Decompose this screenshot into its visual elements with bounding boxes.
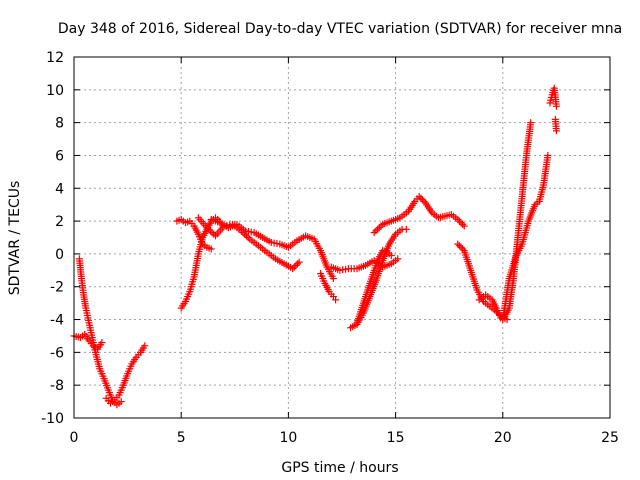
data-point-interp xyxy=(205,225,213,233)
y-tick-label: -2 xyxy=(50,280,64,296)
data-point xyxy=(117,398,125,406)
data-point-interp xyxy=(418,196,426,204)
data-point-interp xyxy=(455,217,463,225)
data-point-interp xyxy=(241,230,249,238)
x-tick-label: 25 xyxy=(601,430,619,446)
data-point xyxy=(552,127,560,135)
data-point xyxy=(387,252,395,260)
data-point xyxy=(454,240,462,248)
data-point xyxy=(332,296,340,304)
series-arc-5 xyxy=(177,214,224,312)
y-tick-label: 12 xyxy=(46,50,64,66)
series-arc-10 xyxy=(347,225,410,332)
data-point-interp xyxy=(372,227,380,235)
series-arc-16 xyxy=(546,84,560,110)
x-tick-label: 10 xyxy=(279,430,297,446)
y-tick-label: -8 xyxy=(50,378,64,394)
data-point-interp xyxy=(242,232,250,240)
data-point-interp xyxy=(208,229,216,237)
data-point xyxy=(394,255,402,263)
series-arc-3 xyxy=(102,342,149,407)
series-arc-9 xyxy=(327,255,402,274)
x-tick-label: 5 xyxy=(177,430,186,446)
data-point xyxy=(544,151,552,159)
y-tick-label: -10 xyxy=(41,411,64,427)
series-arc-17 xyxy=(551,115,560,135)
x-tick-label: 20 xyxy=(494,430,512,446)
y-tick-label: -4 xyxy=(50,313,64,329)
data-point-interp xyxy=(455,242,463,250)
data-point-interp xyxy=(417,194,425,202)
x-tick-label: 0 xyxy=(70,430,79,446)
data-point xyxy=(415,192,423,200)
y-tick-label: 8 xyxy=(55,116,64,132)
data-point xyxy=(454,215,462,223)
data-point-interp xyxy=(206,227,214,235)
x-axis-label: GPS time / hours xyxy=(281,460,398,476)
data-point-interp xyxy=(290,263,298,271)
data-point xyxy=(370,229,378,237)
data-point xyxy=(289,265,297,273)
chart-title: Day 348 of 2016, Sidereal Day-to-day VTE… xyxy=(58,21,622,37)
data-marks xyxy=(70,84,560,409)
series-arc-1 xyxy=(70,330,106,353)
data-point-interp xyxy=(294,260,302,268)
data-point xyxy=(552,102,560,110)
series-arc-15 xyxy=(499,151,552,324)
series-arc-8 xyxy=(317,270,340,304)
y-tick-label: 4 xyxy=(55,181,64,197)
data-point-interp xyxy=(292,261,300,269)
data-point xyxy=(329,275,337,283)
data-point xyxy=(141,342,149,350)
data-point xyxy=(203,224,211,232)
data-point xyxy=(527,119,535,127)
data-point xyxy=(98,339,106,347)
y-tick-label: -6 xyxy=(50,345,64,361)
data-point xyxy=(402,225,410,233)
y-axis-label: SDTVAR / TECUs xyxy=(7,181,23,296)
y-tick-label: 10 xyxy=(46,83,64,99)
x-tick-label: 15 xyxy=(387,430,405,446)
grid xyxy=(74,57,610,418)
y-tick-label: 2 xyxy=(55,214,64,230)
series-arc-13 xyxy=(454,240,511,324)
data-point-interp xyxy=(244,234,252,241)
data-point xyxy=(460,222,468,230)
data-point-interp xyxy=(459,245,467,253)
data-point-interp xyxy=(459,220,467,228)
plot-frame xyxy=(73,56,611,419)
data-point-interp xyxy=(457,219,465,227)
data-point-interp xyxy=(457,243,465,251)
series-arc-7 xyxy=(207,215,337,283)
data-point xyxy=(207,245,215,253)
axis-ticks: 0 5 10 15 20 25 -10 -8 -6 -4 -2 0 2 4 6 8 10 12 xyxy=(41,50,619,446)
series-arc-14 xyxy=(475,119,535,322)
data-point-interp xyxy=(374,225,382,233)
series-arc-2 xyxy=(75,255,125,409)
data-point-interp xyxy=(420,197,428,205)
data-point xyxy=(295,258,303,266)
series-arc-12 xyxy=(370,192,468,237)
data-point-interp xyxy=(375,224,383,232)
y-tick-label: 6 xyxy=(55,148,64,164)
data-point-interp xyxy=(377,222,385,230)
series-arc-11 xyxy=(353,247,395,327)
y-tick-label: 0 xyxy=(55,247,64,263)
